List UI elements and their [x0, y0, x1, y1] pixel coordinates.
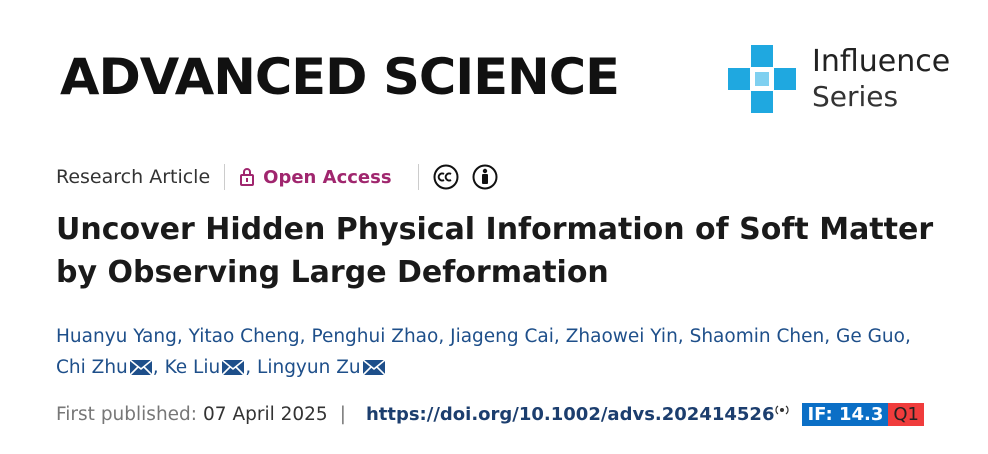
article-title: Uncover Hidden Physical Information of S… — [56, 212, 934, 290]
open-access[interactable]: Open Access — [263, 166, 392, 188]
author: Penghui Zhao, — [311, 326, 444, 347]
published-date: 07 April 2025 — [203, 404, 328, 425]
author-name[interactable]: Penghui Zhao — [311, 326, 439, 347]
doi-icon — [775, 405, 789, 414]
author-name[interactable]: Ge Guo — [836, 326, 905, 347]
author-separator: , — [152, 357, 159, 378]
author-separator: , — [176, 326, 183, 347]
author: Ge Guo, — [836, 326, 911, 347]
author-name[interactable]: Lingyun Zu — [257, 357, 361, 378]
series-subtitle: Series — [812, 80, 899, 113]
author: Lingyun Zu — [257, 357, 386, 378]
doi-link[interactable]: https://doi.org/10.1002/advs.202414526 — [365, 404, 775, 425]
journal-logo[interactable]: ADVANCED SCIENCE — [60, 48, 620, 106]
author: Chi Zhu, — [56, 357, 159, 378]
author-name[interactable]: Ke Liu — [164, 357, 221, 378]
author-name[interactable]: Zhaowei Yin — [565, 326, 678, 347]
impact-factor: IF: 14.3 — [802, 403, 889, 426]
author: Ke Liu, — [165, 357, 252, 378]
separator — [417, 164, 419, 190]
author-name[interactable]: Jiageng Cai — [450, 326, 554, 347]
author-name[interactable]: Huanyu Yang — [56, 326, 177, 347]
author: Huanyu Yang, — [56, 326, 183, 347]
author-list: Huanyu Yang, Yitao Cheng, Penghui Zhao, … — [56, 321, 956, 383]
email-icon[interactable] — [221, 359, 245, 376]
separator — [224, 164, 226, 190]
author-separator: , — [904, 326, 911, 347]
author-name[interactable]: Yitao Cheng — [188, 326, 300, 347]
article-type: Research Article — [56, 166, 211, 188]
quartile: Q1 — [888, 403, 924, 426]
email-icon[interactable] — [129, 359, 153, 376]
email-icon[interactable] — [362, 359, 386, 376]
author-separator: , — [245, 357, 252, 378]
author-separator: , — [438, 326, 445, 347]
series-title: Influence — [812, 44, 951, 79]
author-separator: , — [824, 326, 831, 347]
author-separator: , — [299, 326, 306, 347]
author-name[interactable]: Shaomin Chen — [689, 326, 825, 347]
divider: | — [339, 404, 346, 425]
published-label: First published: — [56, 404, 198, 425]
author-separator: , — [677, 326, 684, 347]
author-separator: , — [553, 326, 560, 347]
publication-info: First published: 07 April 2025 | https:/… — [56, 403, 924, 426]
meta-row: Research Article Open Access — [56, 163, 503, 191]
author-name[interactable]: Chi Zhu — [56, 357, 128, 378]
license-icons[interactable] — [433, 163, 503, 191]
series-icon — [728, 45, 796, 113]
author: Yitao Cheng, — [189, 326, 306, 347]
author: Shaomin Chen, — [690, 326, 831, 347]
author: Zhaowei Yin, — [566, 326, 684, 347]
lock-icon — [240, 168, 255, 186]
author: Jiageng Cai, — [450, 326, 560, 347]
